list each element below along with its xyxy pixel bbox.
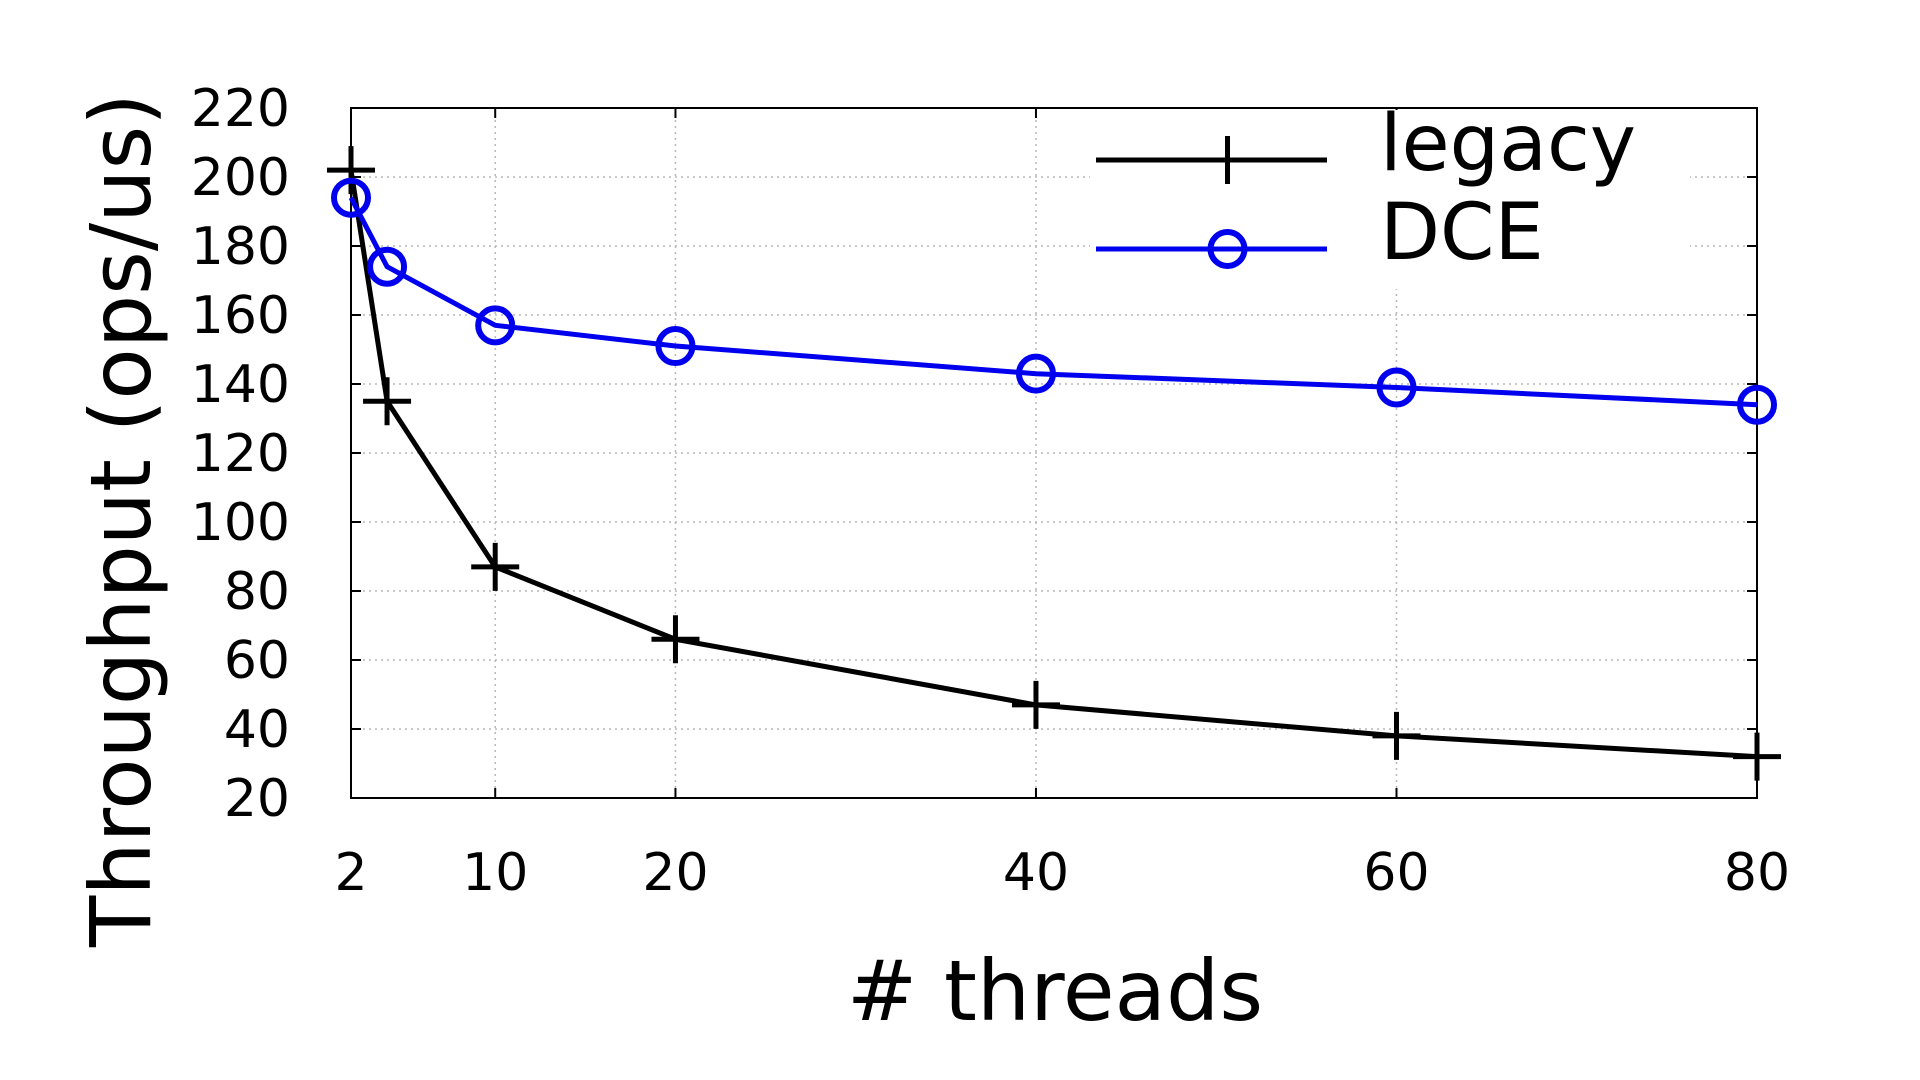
y-tick-label: 80 [224,562,290,622]
x-tick-label: 10 [462,843,528,903]
y-tick-label: 120 [191,424,290,484]
y-tick-label: 200 [191,148,290,208]
y-tick-label: 40 [224,700,290,760]
legend-label: legacy [1380,99,1636,189]
series-dce [331,177,1777,425]
x-axis-title: # threads [847,942,1263,1040]
data-point [1733,732,1781,781]
y-tick-label: 20 [224,769,290,829]
legend-item: legacy [1090,99,1690,200]
data-point [1015,353,1056,394]
x-tick-label: 2 [334,843,367,903]
data-point [331,177,371,218]
data-point [655,326,696,367]
x-axis: 2 10 20 40 60 80 [334,108,1790,903]
series-layer [327,146,1781,781]
data-point [651,615,700,664]
legend-item: DCE [1090,188,1690,289]
series-legacy [327,146,1781,781]
x-tick-label: 60 [1363,843,1429,903]
legend-label: DCE [1380,188,1544,278]
legend-marker [1207,229,1248,269]
data-point [327,146,375,195]
x-tick-label: 80 [1724,843,1790,903]
y-tick-label: 100 [191,493,290,553]
y-tick-label: 160 [191,286,290,346]
y-axis-title: Throughput (ops/us) [72,93,170,948]
y-tick-label: 140 [191,355,290,415]
y-tick-label: 60 [224,631,290,691]
data-point [1011,680,1060,729]
x-tick-label: 20 [642,843,708,903]
data-point [1376,367,1417,408]
legend-marker [1203,136,1252,184]
y-axis: 20 40 60 80 100 120 140 160 180 200 220 [191,79,1757,829]
data-point [367,246,408,287]
x-tick-label: 40 [1003,843,1069,903]
data-point [1372,711,1421,760]
data-point [471,542,520,591]
data-point [1737,384,1777,425]
data-point [363,377,412,426]
y-tick-label: 180 [191,217,290,277]
data-point [475,305,516,346]
series-line [348,196,1758,408]
y-tick-label: 220 [191,79,290,139]
